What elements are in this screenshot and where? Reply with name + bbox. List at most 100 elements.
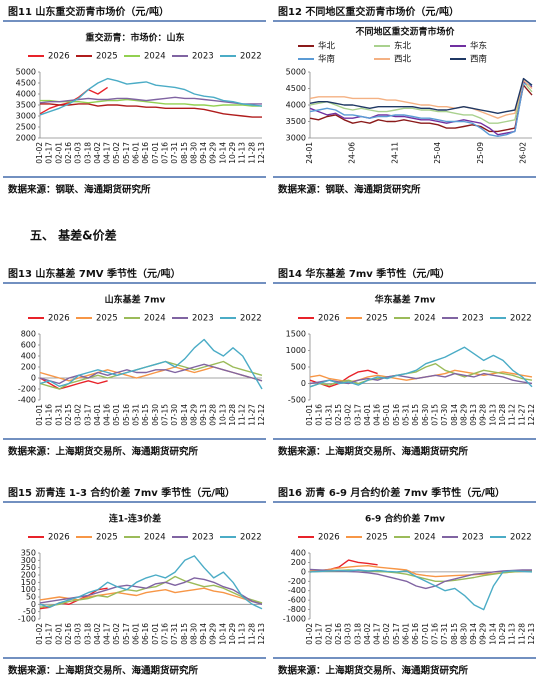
x-tick-label: 02-16 <box>334 623 343 645</box>
y-tick-label: 400 <box>291 549 306 558</box>
legend-label: 2024 <box>144 52 166 62</box>
y-tick-label: 4000 <box>286 101 306 110</box>
x-tick-label: 09-28 <box>479 404 488 426</box>
chart-title: 6-9 合约价差 7mv <box>365 513 445 525</box>
y-tick-label: 150 <box>21 578 36 587</box>
y-tick-label: 100 <box>21 585 36 594</box>
figure-caption: 图15 沥青连 1-3 合约价差 7mv 季节性（元/吨） <box>8 486 235 499</box>
x-tick-label: 11-13 <box>508 623 517 645</box>
x-tick-label: 01-02 <box>35 623 44 645</box>
x-tick-label: 04-02 <box>93 623 102 645</box>
x-tick-label: 06-30 <box>151 404 160 426</box>
x-tick-label: 01-17 <box>45 142 54 164</box>
x-tick-label: 06-16 <box>411 623 420 645</box>
x-tick-label: 08-15 <box>180 623 189 645</box>
x-tick-label: 10-29 <box>228 142 237 164</box>
x-tick-label: 11-28 <box>517 623 526 645</box>
series-line <box>40 98 262 107</box>
legend-label: 2022 <box>510 314 532 324</box>
series-line <box>309 77 533 114</box>
x-tick-label: 08-30 <box>459 623 468 645</box>
x-tick-label: 02-01 <box>54 623 63 645</box>
y-tick-label: -100 <box>18 615 36 624</box>
x-tick-label: 07-16 <box>160 623 169 645</box>
x-tick-label: 09-29 <box>479 623 488 645</box>
legend-label: 2023 <box>462 533 484 543</box>
y-tick-label: 0 <box>301 379 306 388</box>
legend-label: 2024 <box>144 314 166 324</box>
x-tick-label: 01-02 <box>35 142 44 164</box>
x-tick-label: 25-04 <box>433 142 442 164</box>
x-tick-label: 10-14 <box>218 623 227 645</box>
x-tick-label: 07-31 <box>170 623 179 645</box>
x-tick-label: 09-29 <box>209 623 218 645</box>
x-tick-label: 10-28 <box>498 404 507 426</box>
x-tick-label: 05-16 <box>122 404 131 426</box>
legend-label: 2026 <box>318 314 340 324</box>
x-tick-label: 06-15 <box>411 404 420 426</box>
y-tick-label: 4000 <box>16 90 36 99</box>
y-tick-label: 2000 <box>16 134 36 143</box>
x-tick-label: 05-31 <box>402 404 411 426</box>
legend-label: 2026 <box>48 533 70 543</box>
x-tick-label: 03-18 <box>83 623 92 645</box>
y-tick-label: -400 <box>288 586 306 595</box>
y-tick-label: 300 <box>21 556 36 565</box>
y-tick-label: -600 <box>288 596 306 605</box>
source-note: 数据来源：钢联、海通期货研究所 <box>277 184 421 196</box>
y-tick-label: 2500 <box>16 123 36 132</box>
x-tick-label: 05-17 <box>392 623 401 645</box>
x-tick-label: 01-17 <box>45 623 54 645</box>
x-tick-label: 01-01 <box>35 404 44 426</box>
legend-label: 2025 <box>366 533 388 543</box>
x-tick-label: 06-16 <box>141 623 150 645</box>
series-line <box>309 81 533 136</box>
x-tick-label: 07-16 <box>430 623 439 645</box>
x-tick-label: 03-17 <box>83 404 92 426</box>
x-tick-label: 09-28 <box>209 404 218 426</box>
source-note: 数据来源：上海期货交易所、海通期货研究所 <box>277 665 469 677</box>
series-line <box>309 81 533 124</box>
y-tick-label: 200 <box>21 363 36 372</box>
legend-label: 西南 <box>470 54 487 65</box>
x-tick-label: 24-01 <box>305 142 314 164</box>
x-tick-label: 05-17 <box>122 142 131 164</box>
series-line <box>309 346 533 388</box>
figure-caption: 图14 华东基差 7mv 季节性（元/吨） <box>278 267 450 280</box>
figure-caption: 图13 山东基差 7MV 季节性（元/吨） <box>8 267 181 280</box>
x-tick-label: 26-02 <box>518 142 527 164</box>
x-tick-label: 03-02 <box>344 404 353 426</box>
x-tick-label: 09-14 <box>199 623 208 645</box>
x-tick-label: 07-16 <box>160 142 169 164</box>
legend-label: 2023 <box>192 314 214 324</box>
legend-label: 2026 <box>48 52 70 62</box>
y-tick-label: -200 <box>18 385 36 394</box>
legend-label: 2022 <box>240 314 262 324</box>
legend-label: 2024 <box>414 533 436 543</box>
x-tick-label: 02-15 <box>334 404 343 426</box>
chart-title: 不同地区重交沥青市场价 <box>355 26 455 38</box>
x-tick-label: 01-31 <box>324 404 333 426</box>
series-line <box>39 377 108 390</box>
chart-title: 重交沥青：市场价：山东 <box>85 32 184 44</box>
series-line <box>39 77 263 116</box>
x-tick-label: 02-01 <box>54 142 63 164</box>
x-tick-label: 10-13 <box>488 404 497 426</box>
x-tick-label: 02-16 <box>64 142 73 164</box>
x-tick-label: 11-28 <box>247 142 256 164</box>
series-line <box>40 103 262 118</box>
x-tick-label: 07-01 <box>421 623 430 645</box>
figure-caption: 图16 沥青 6-9 月合约价差 7mv 季节性（元/吨） <box>278 486 505 499</box>
x-tick-label: 01-02 <box>305 623 314 645</box>
y-tick-label: 5000 <box>286 68 306 77</box>
chart-title: 山东基差 7mv <box>105 294 166 306</box>
x-tick-label: 02-01 <box>324 623 333 645</box>
legend-label: 2026 <box>318 533 340 543</box>
y-tick-label: 4500 <box>286 84 306 93</box>
x-tick-label: 05-16 <box>392 404 401 426</box>
series-line <box>309 82 533 137</box>
x-tick-label: 04-17 <box>103 623 112 645</box>
x-tick-label: 06-16 <box>141 142 150 164</box>
x-tick-label: 07-15 <box>430 404 439 426</box>
